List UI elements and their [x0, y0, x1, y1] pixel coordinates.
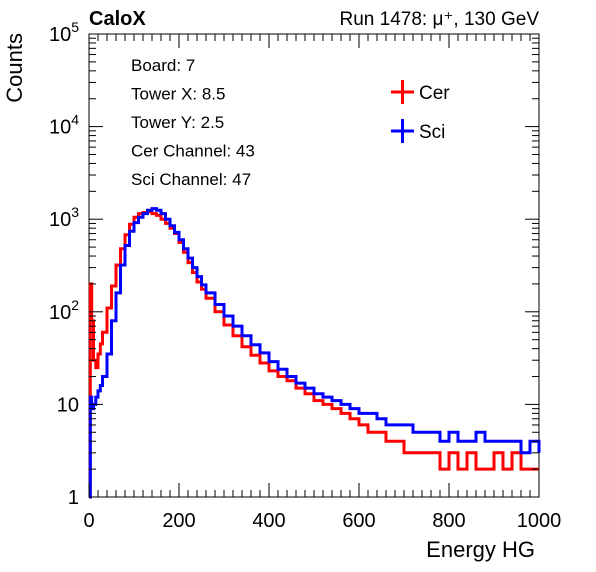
- header: CaloX Run 1478: μ⁺, 130 GeV: [89, 8, 539, 30]
- series-sci-line: [88, 207, 541, 499]
- y-axis: 1 10 102 103 104 105: [49, 19, 539, 509]
- series-layer: [88, 207, 541, 499]
- x-tick-label: 200: [162, 510, 195, 532]
- legend-entry-cer: Cer: [391, 80, 450, 104]
- legend-entry-sci: Sci: [391, 119, 445, 143]
- x-tick-label: 0: [83, 510, 94, 532]
- x-tick-label: 1000: [517, 510, 562, 532]
- y-tick-label: 10: [57, 394, 79, 416]
- info-line: Sci Channel: 47: [131, 170, 251, 189]
- y-tick-label: 104: [49, 112, 79, 139]
- info-box: Board: 7 Tower X: 8.5 Tower Y: 2.5 Cer Chan…: [131, 56, 255, 189]
- x-axis: 0 200 400 600 800 1000: [83, 34, 561, 532]
- series-cer-line: [88, 210, 539, 499]
- y-tick-label: 102: [49, 297, 79, 324]
- x-tick-label: 600: [342, 510, 375, 532]
- x-tick-label: 400: [252, 510, 285, 532]
- info-line: Tower X: 8.5: [131, 85, 226, 104]
- run-label: Run 1478: μ⁺, 130 GeV: [340, 9, 540, 30]
- y-tick-label: 1: [68, 487, 79, 509]
- legend-label: Sci: [419, 122, 445, 143]
- x-axis-label: Energy HG: [426, 537, 535, 562]
- y-axis-label: Counts: [2, 33, 27, 103]
- y-tick-label: 103: [49, 204, 79, 231]
- legend: Cer Sci: [391, 80, 450, 143]
- x-tick-label: 800: [432, 510, 465, 532]
- legend-label: Cer: [419, 83, 450, 104]
- info-line: Tower Y: 2.5: [131, 113, 224, 132]
- experiment-label: CaloX: [89, 8, 146, 30]
- y-tick-label: 105: [49, 19, 79, 46]
- info-line: Board: 7: [131, 56, 195, 75]
- info-line: Cer Channel: 43: [131, 142, 255, 161]
